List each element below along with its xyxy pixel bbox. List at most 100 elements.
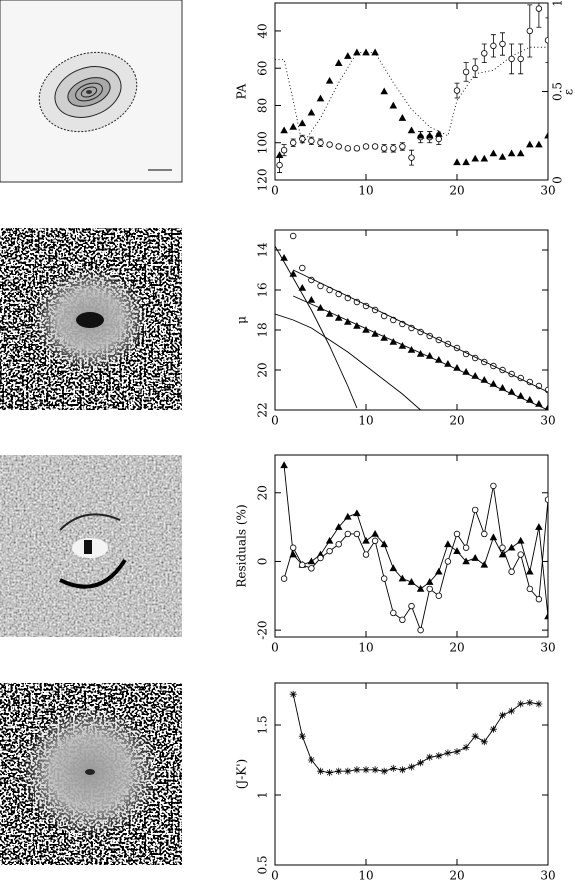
point [435,752,443,760]
point [326,141,333,148]
point [344,318,352,325]
x-tick-label: 30 [540,641,555,655]
point [299,264,306,272]
point [289,690,297,698]
point [516,536,525,544]
point [544,496,548,503]
point [335,143,342,150]
contour-image [0,0,183,183]
point [417,626,424,634]
y-tick-label: 14 [256,242,270,258]
error-bar [545,17,548,64]
point [353,509,361,517]
model-residual-image [0,455,182,637]
point [398,574,407,582]
series-line [292,694,539,774]
point [307,108,316,116]
point [544,612,548,620]
point [380,334,388,341]
x-tick-label: 10 [358,414,373,428]
point [517,700,525,708]
point [471,372,479,379]
point [408,602,415,610]
point [325,76,334,84]
point [390,609,397,617]
point [425,352,434,359]
color-map-image [0,683,182,865]
point [371,48,379,56]
point [517,551,524,558]
y-axis-label: PA [235,83,249,99]
point [389,764,397,772]
point [408,763,415,771]
point [535,523,543,530]
point [517,55,524,63]
point [325,310,334,317]
point [489,725,497,733]
point [353,766,361,774]
point [298,284,307,291]
point [353,530,361,538]
point [389,564,398,572]
error-bar [536,3,542,28]
point [453,547,461,554]
point [480,738,488,746]
y-axis-label: Residuals (%) [235,504,249,587]
plot-frame [274,229,549,411]
y-axis-label: μ [235,316,249,324]
point [544,131,548,139]
point [290,544,297,551]
point [462,557,470,565]
point [371,330,379,337]
point [371,537,379,545]
point [390,145,397,152]
point [507,149,516,157]
point [435,567,443,575]
point [508,707,516,715]
point [380,540,388,548]
y-axis-label: (J-K') [235,759,249,790]
series-line [275,313,421,410]
x-tick-label: 20 [449,184,464,198]
point [481,50,488,57]
point [280,461,288,469]
point [480,560,489,568]
x-tick-label: 10 [358,641,373,655]
y-tick-label: 0 [256,558,270,566]
y2-tick-label: 1 [551,0,565,7]
point [308,137,315,145]
point [462,743,470,751]
point [489,533,498,541]
point [317,767,324,775]
point [289,122,297,130]
point [326,547,333,555]
point [353,322,361,329]
y2-tick-label: 0.5 [551,82,565,101]
y2-tick-label: 0 [551,176,565,184]
point [498,152,507,160]
point [426,585,433,593]
point [472,506,479,514]
point [389,101,398,109]
point [526,585,533,593]
point [371,529,379,537]
plot-area [289,690,543,777]
point [335,541,342,548]
point [416,131,425,139]
point [453,748,461,756]
point [462,368,470,375]
point [435,356,443,363]
point [535,596,543,603]
point [362,551,370,558]
point [535,140,543,148]
plot-frame [274,682,549,866]
y-tick-label: 1.5 [256,715,270,734]
y-tick-label: 20 [256,362,270,377]
x-tick-label: 0 [271,184,279,198]
x-tick-label: 30 [540,414,555,428]
point [453,364,461,371]
point [299,135,306,143]
point [544,404,548,410]
x-tick-label: 10 [358,184,373,198]
x-tick-label: 20 [449,869,464,882]
